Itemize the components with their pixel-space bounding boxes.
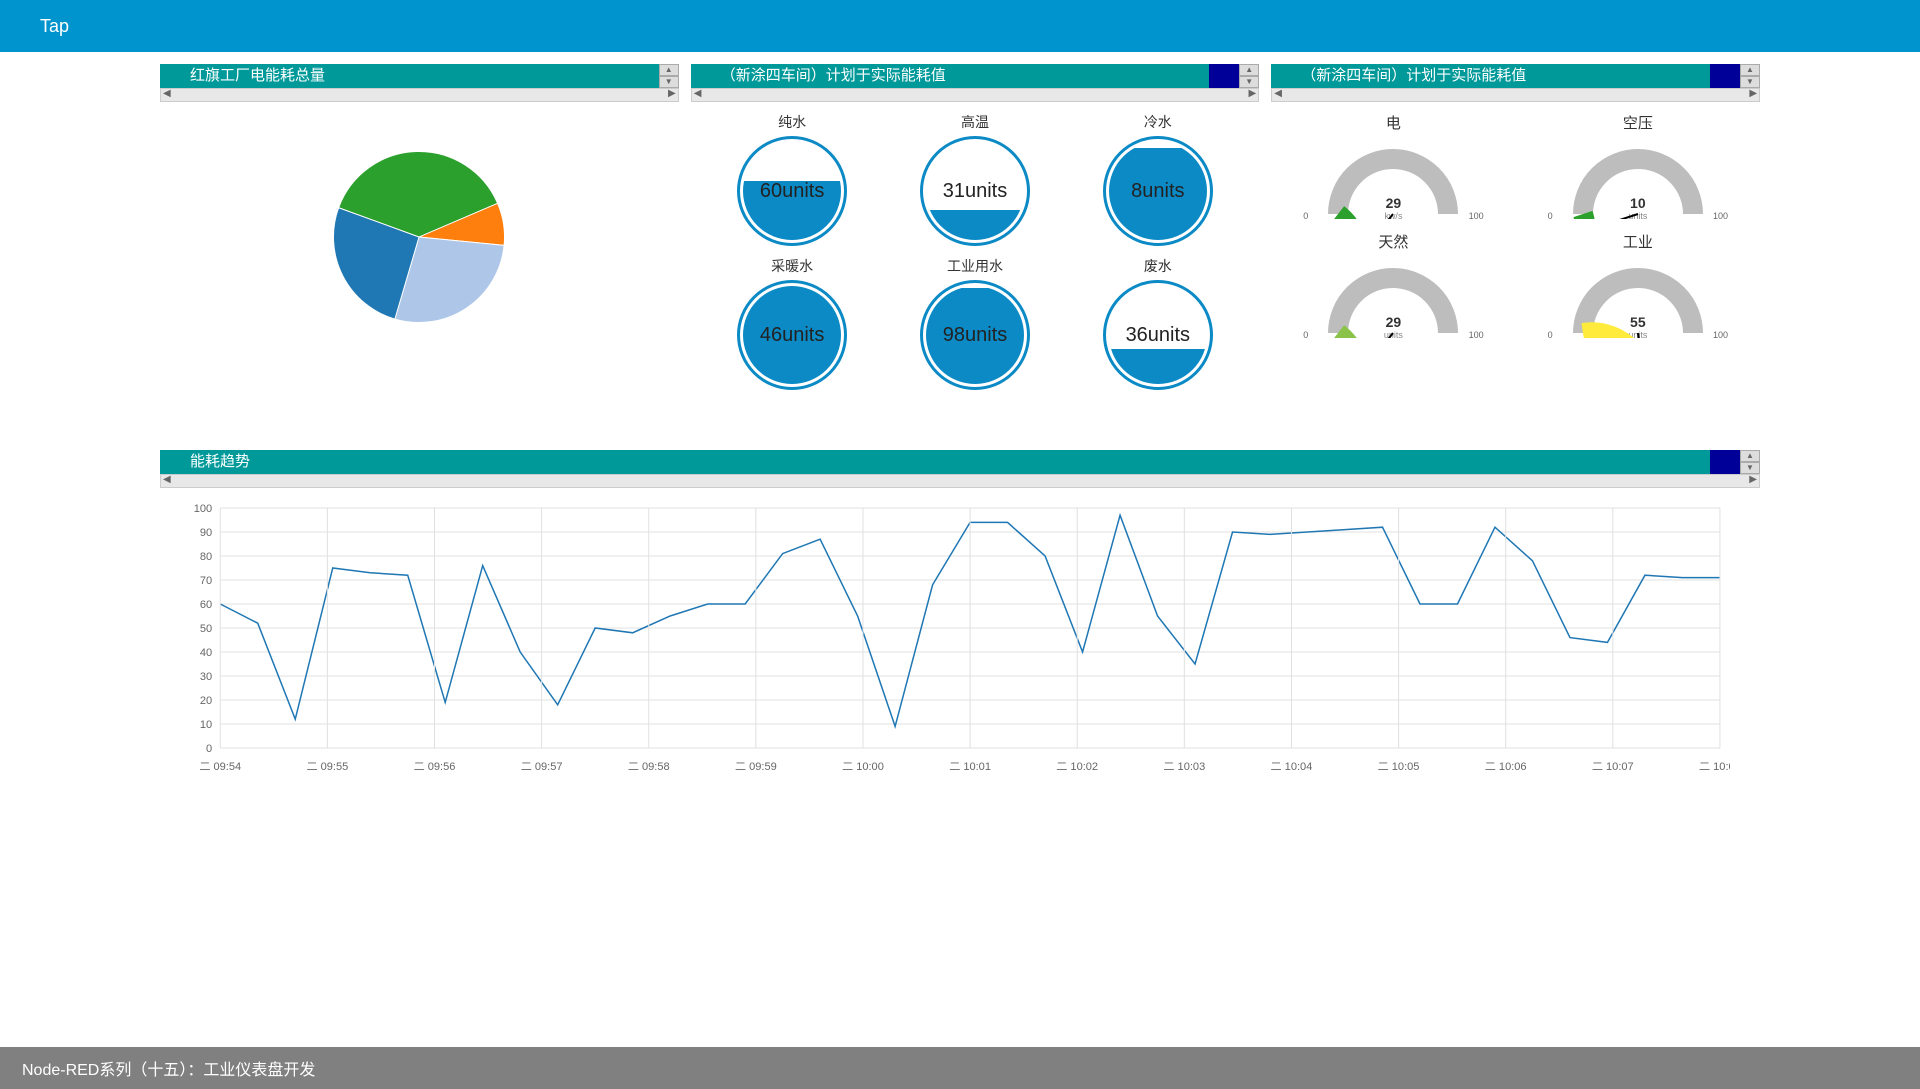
svg-text:二 09:55: 二 09:55 xyxy=(306,761,348,773)
line-panel-title: 能耗趋势 xyxy=(190,450,250,474)
gauge-arc xyxy=(1318,139,1468,219)
tank-item: 高温 31units xyxy=(894,112,1057,246)
footer-text: Node-RED系列（十五）：工业仪表盘开发 xyxy=(22,1056,315,1080)
gauge-item: 工业 55 units 0100 xyxy=(1536,231,1740,340)
panel-vscroll[interactable]: ▲▼ xyxy=(1239,64,1259,88)
tank-panel-header: （新涂四车间）计划于实际能耗值 ▲▼ xyxy=(691,64,1260,88)
pie-chart-body xyxy=(160,102,679,372)
footer-bar: Node-RED系列（十五）：工业仪表盘开发 xyxy=(0,1047,1920,1089)
topbar-title: Tap xyxy=(40,16,69,37)
line-panel: 能耗趋势 ▲▼ 0 10 20 30 40 50 60 70 80 90 100 二 09:54 二 0… xyxy=(160,450,1760,798)
header-marker xyxy=(1710,64,1740,88)
line-chart: 0 10 20 30 40 50 60 70 80 90 100 二 09:54 二 09:55 二 09… xyxy=(180,498,1730,788)
tank-item: 冷水 8units xyxy=(1076,112,1239,246)
bottom-row: 能耗趋势 ▲▼ 0 10 20 30 40 50 60 70 80 90 100 二 09:54 二 0… xyxy=(160,450,1760,798)
svg-text:20: 20 xyxy=(200,695,212,707)
tank-label: 冷水 xyxy=(1076,112,1239,132)
gauge-arc xyxy=(1563,139,1713,219)
panel-vscroll[interactable]: ▲▼ xyxy=(1740,450,1760,474)
pie-chart xyxy=(324,142,514,332)
topbar: Tap xyxy=(0,0,1920,52)
tank-item: 采暖水 46units xyxy=(711,256,874,390)
gauges-grid: 电 29 kw/s 0100 空压 10 units 0100 天然 xyxy=(1271,102,1760,350)
tank-value: 31units xyxy=(923,139,1027,243)
tank-circle: 60units xyxy=(737,136,847,246)
header-marker xyxy=(1209,64,1239,88)
svg-text:80: 80 xyxy=(200,551,212,563)
tank-label: 纯水 xyxy=(711,112,874,132)
svg-text:0: 0 xyxy=(206,743,212,755)
svg-text:二 10:08: 二 10:08 xyxy=(1699,761,1730,773)
gauge-item: 天然 29 units 0100 xyxy=(1291,231,1495,340)
svg-text:二 10:06: 二 10:06 xyxy=(1485,761,1527,773)
gauge-label: 工业 xyxy=(1536,231,1740,252)
pie-panel-header: 红旗工厂电能耗总量 ▲▼ xyxy=(160,64,679,88)
panel-hscroll[interactable] xyxy=(160,474,1760,488)
tank-value: 60units xyxy=(740,139,844,243)
svg-text:40: 40 xyxy=(200,647,212,659)
line-panel-header: 能耗趋势 ▲▼ xyxy=(160,450,1760,474)
svg-text:70: 70 xyxy=(200,575,212,587)
svg-text:二 10:01: 二 10:01 xyxy=(949,761,991,773)
panel-hscroll[interactable] xyxy=(160,88,679,102)
panel-vscroll[interactable]: ▲▼ xyxy=(659,64,679,88)
panel-hscroll[interactable] xyxy=(691,88,1260,102)
gauge-panel-title: （新涂四车间）计划于实际能耗值 xyxy=(1301,64,1526,88)
svg-text:60: 60 xyxy=(200,599,212,611)
panel-hscroll[interactable] xyxy=(1271,88,1760,102)
line-chart-body: 0 10 20 30 40 50 60 70 80 90 100 二 09:54 二 09:55 二 09… xyxy=(160,488,1760,798)
tanks-grid: 纯水 60units 高温 31units 冷水 8units 采暖水 46un… xyxy=(691,102,1260,400)
svg-text:50: 50 xyxy=(200,623,212,635)
svg-text:二 10:07: 二 10:07 xyxy=(1592,761,1634,773)
tank-label: 高温 xyxy=(894,112,1057,132)
gauge-label: 电 xyxy=(1291,112,1495,133)
tank-item: 纯水 60units xyxy=(711,112,874,246)
tank-value: 8units xyxy=(1106,139,1210,243)
top-row: 红旗工厂电能耗总量 ▲▼ （新涂四车间）计划于实际能耗值 ▲▼ 纯水 60uni… xyxy=(160,64,1760,400)
header-marker xyxy=(1710,450,1740,474)
pie-panel: 红旗工厂电能耗总量 ▲▼ xyxy=(160,64,679,400)
tank-circle: 8units xyxy=(1103,136,1213,246)
svg-text:二 10:04: 二 10:04 xyxy=(1271,761,1313,773)
svg-text:二 09:58: 二 09:58 xyxy=(628,761,670,773)
svg-text:二 10:05: 二 10:05 xyxy=(1378,761,1420,773)
svg-text:10: 10 xyxy=(200,719,212,731)
svg-text:二 10:03: 二 10:03 xyxy=(1163,761,1205,773)
gauge-label: 空压 xyxy=(1536,112,1740,133)
gauge-panel-header: （新涂四车间）计划于实际能耗值 ▲▼ xyxy=(1271,64,1760,88)
tank-panel: （新涂四车间）计划于实际能耗值 ▲▼ 纯水 60units 高温 31units… xyxy=(691,64,1260,400)
svg-text:二 09:59: 二 09:59 xyxy=(735,761,777,773)
svg-text:100: 100 xyxy=(194,503,212,515)
tank-label: 工业用水 xyxy=(894,256,1057,276)
gauge-label: 天然 xyxy=(1291,231,1495,252)
gauge-arc xyxy=(1318,258,1468,338)
tank-value: 36units xyxy=(1106,283,1210,387)
svg-text:二 10:02: 二 10:02 xyxy=(1056,761,1098,773)
tank-circle: 31units xyxy=(920,136,1030,246)
tank-item: 废水 36units xyxy=(1076,256,1239,390)
tank-value: 98units xyxy=(923,283,1027,387)
gauge-panel: （新涂四车间）计划于实际能耗值 ▲▼ 电 29 kw/s 0100 空压 xyxy=(1271,64,1760,400)
svg-text:二 09:56: 二 09:56 xyxy=(414,761,456,773)
svg-text:90: 90 xyxy=(200,527,212,539)
gauge-item: 电 29 kw/s 0100 xyxy=(1291,112,1495,221)
tank-label: 废水 xyxy=(1076,256,1239,276)
tank-value: 46units xyxy=(740,283,844,387)
tank-circle: 46units xyxy=(737,280,847,390)
tank-item: 工业用水 98units xyxy=(894,256,1057,390)
pie-panel-title: 红旗工厂电能耗总量 xyxy=(190,64,325,88)
gauge-arc xyxy=(1563,258,1713,338)
tank-circle: 98units xyxy=(920,280,1030,390)
tank-circle: 36units xyxy=(1103,280,1213,390)
svg-text:二 09:57: 二 09:57 xyxy=(521,761,563,773)
tank-panel-title: （新涂四车间）计划于实际能耗值 xyxy=(721,64,946,88)
tank-label: 采暖水 xyxy=(711,256,874,276)
svg-text:二 10:00: 二 10:00 xyxy=(842,761,884,773)
svg-text:二 09:54: 二 09:54 xyxy=(199,761,241,773)
svg-text:30: 30 xyxy=(200,671,212,683)
dashboard-content: 红旗工厂电能耗总量 ▲▼ （新涂四车间）计划于实际能耗值 ▲▼ 纯水 60uni… xyxy=(0,52,1920,798)
panel-vscroll[interactable]: ▲▼ xyxy=(1740,64,1760,88)
gauge-item: 空压 10 units 0100 xyxy=(1536,112,1740,221)
